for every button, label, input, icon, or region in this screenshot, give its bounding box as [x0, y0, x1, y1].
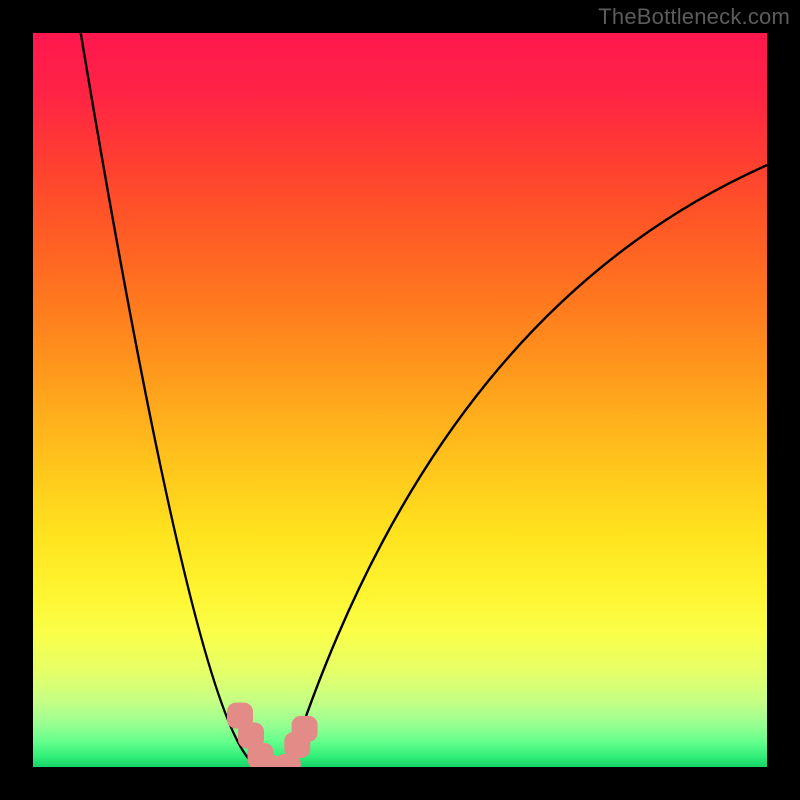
chart-stage: TheBottleneck.com: [0, 0, 800, 800]
bottleneck-chart: [0, 0, 800, 800]
gradient-background: [33, 33, 767, 767]
marker-point: [292, 716, 318, 742]
